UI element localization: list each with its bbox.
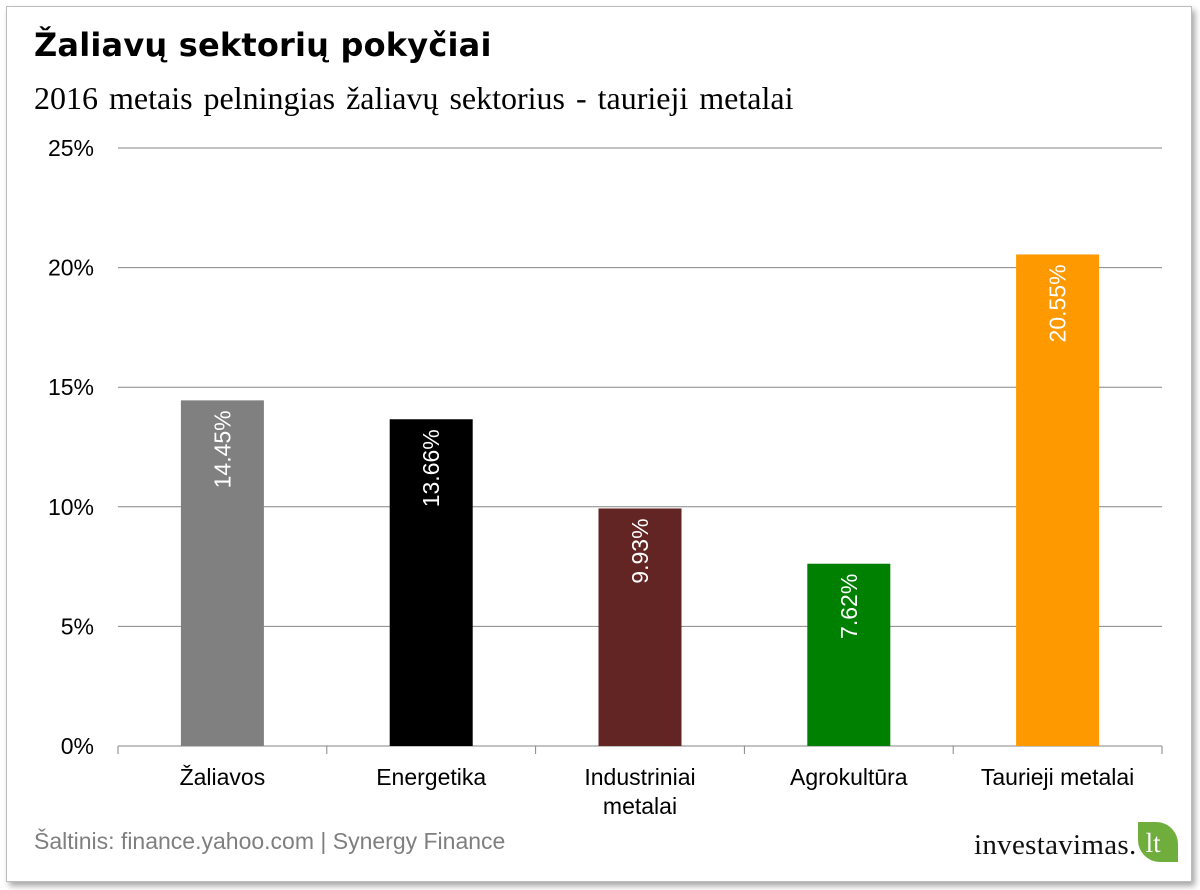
investavimas-logo: investavimas. lt bbox=[974, 822, 1178, 862]
bar bbox=[1016, 254, 1100, 746]
x-category-label: Taurieji metalai bbox=[981, 764, 1134, 790]
y-tick-label: 20% bbox=[48, 255, 94, 281]
leaf-icon: lt bbox=[1137, 822, 1178, 862]
x-category-label: metalai bbox=[603, 793, 677, 819]
bar bbox=[180, 400, 264, 746]
data-label: 13.66% bbox=[418, 429, 444, 507]
data-label: 20.55% bbox=[1045, 264, 1071, 342]
bar bbox=[389, 419, 473, 746]
y-tick-label: 0% bbox=[61, 733, 94, 759]
data-label: 7.62% bbox=[836, 574, 862, 639]
y-tick-label: 15% bbox=[48, 374, 94, 400]
bar bbox=[598, 508, 682, 746]
y-tick-label: 10% bbox=[48, 494, 94, 520]
logo-text: investavimas. bbox=[974, 829, 1137, 861]
x-category-label: Agrokultūra bbox=[790, 764, 908, 790]
x-category-label: Energetika bbox=[376, 764, 486, 790]
x-category-label: Industriniai bbox=[584, 764, 695, 790]
chart-title: Žaliavų sektorių pokyčiai bbox=[34, 26, 492, 64]
y-tick-label: 25% bbox=[48, 135, 94, 161]
bar bbox=[807, 563, 891, 746]
data-label: 14.45% bbox=[209, 410, 235, 488]
source-note: Šaltinis: finance.yahoo.com | Synergy Fi… bbox=[34, 828, 506, 854]
logo-tld: lt bbox=[1145, 828, 1161, 858]
x-category-label: Žaliavos bbox=[180, 764, 266, 790]
chart-subtitle: 2016 metais pelningias žaliavų sektorius… bbox=[34, 80, 794, 116]
data-label: 9.93% bbox=[627, 518, 653, 583]
y-tick-label: 5% bbox=[61, 613, 94, 639]
